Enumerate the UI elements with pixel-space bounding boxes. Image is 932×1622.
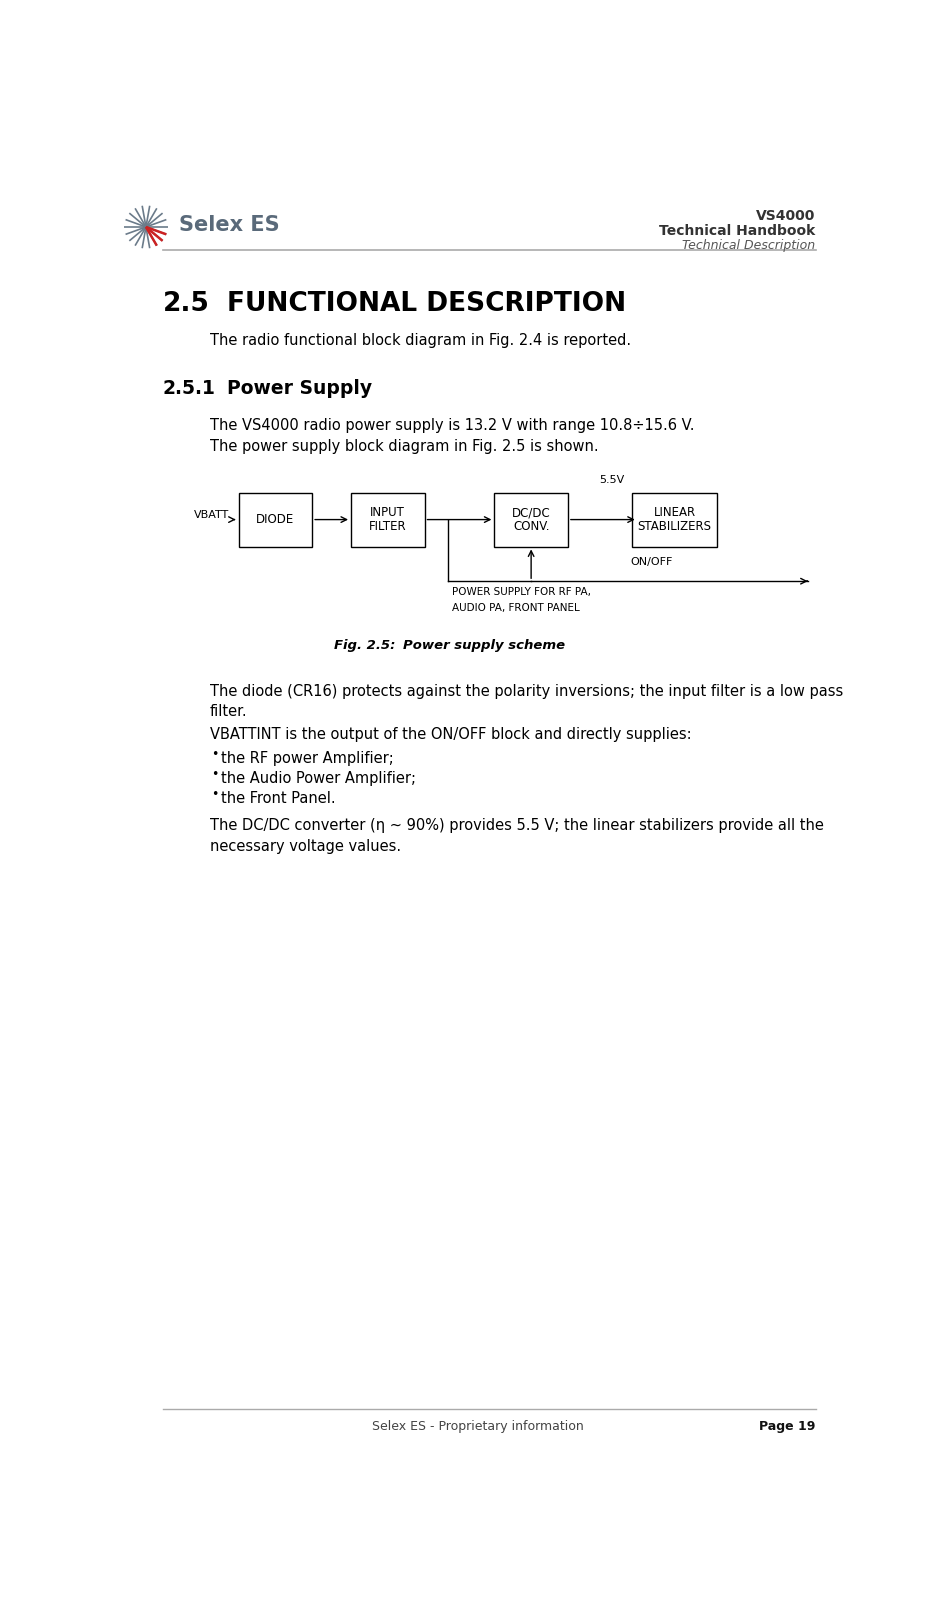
Bar <box>351 493 425 547</box>
Text: STABILIZERS: STABILIZERS <box>637 521 711 534</box>
Bar <box>239 493 312 547</box>
Bar <box>494 493 568 547</box>
Text: Technical Description: Technical Description <box>682 240 816 253</box>
Text: 2.5: 2.5 <box>163 290 210 316</box>
Text: DC/DC: DC/DC <box>512 506 551 519</box>
Text: VBATTINT is the output of the ON/OFF block and directly supplies:: VBATTINT is the output of the ON/OFF blo… <box>210 728 692 743</box>
Text: CONV.: CONV. <box>513 521 549 534</box>
Text: Selex ES - Proprietary information: Selex ES - Proprietary information <box>372 1421 583 1434</box>
Text: 5.5V: 5.5V <box>599 475 624 485</box>
Text: FILTER: FILTER <box>369 521 406 534</box>
Text: VS4000: VS4000 <box>756 209 816 222</box>
Text: INPUT: INPUT <box>370 506 405 519</box>
Text: the RF power Amplifier;: the RF power Amplifier; <box>221 751 394 766</box>
Text: AUDIO PA, FRONT PANEL: AUDIO PA, FRONT PANEL <box>452 603 580 613</box>
Text: Fig. 2.5:: Fig. 2.5: <box>334 639 395 652</box>
Text: The radio functional block diagram in Fig. 2.4 is reported.: The radio functional block diagram in Fi… <box>210 333 631 349</box>
Text: LINEAR: LINEAR <box>653 506 695 519</box>
Bar <box>632 493 717 547</box>
Text: DIODE: DIODE <box>256 513 295 526</box>
Text: Technical Handbook: Technical Handbook <box>659 224 816 238</box>
Text: The DC/DC converter (η ~ 90%) provides 5.5 V; the linear stabilizers provide all: The DC/DC converter (η ~ 90%) provides 5… <box>210 819 823 834</box>
Text: •: • <box>211 788 218 801</box>
Text: 2.5.1: 2.5.1 <box>163 380 216 399</box>
Text: ON/OFF: ON/OFF <box>630 556 672 566</box>
Text: filter.: filter. <box>210 704 247 720</box>
Text: Selex ES: Selex ES <box>179 216 280 235</box>
Text: FUNCTIONAL DESCRIPTION: FUNCTIONAL DESCRIPTION <box>226 290 625 316</box>
Text: Power supply scheme: Power supply scheme <box>404 639 566 652</box>
Text: The diode (CR16) protects against the polarity inversions; the input filter is a: The diode (CR16) protects against the po… <box>210 683 843 699</box>
Text: the Audio Power Amplifier;: the Audio Power Amplifier; <box>221 770 416 785</box>
Text: POWER SUPPLY FOR RF PA,: POWER SUPPLY FOR RF PA, <box>452 587 591 597</box>
Text: the Front Panel.: the Front Panel. <box>221 790 336 806</box>
Text: Power Supply: Power Supply <box>226 380 372 399</box>
Text: VBATT: VBATT <box>194 509 229 521</box>
Text: Page 19: Page 19 <box>760 1421 816 1434</box>
Text: •: • <box>211 748 218 761</box>
Text: The power supply block diagram in Fig. 2.5 is shown.: The power supply block diagram in Fig. 2… <box>210 438 598 454</box>
Text: The VS4000 radio power supply is 13.2 V with range 10.8÷15.6 V.: The VS4000 radio power supply is 13.2 V … <box>210 418 694 433</box>
Text: •: • <box>211 769 218 782</box>
Text: necessary voltage values.: necessary voltage values. <box>210 839 401 855</box>
